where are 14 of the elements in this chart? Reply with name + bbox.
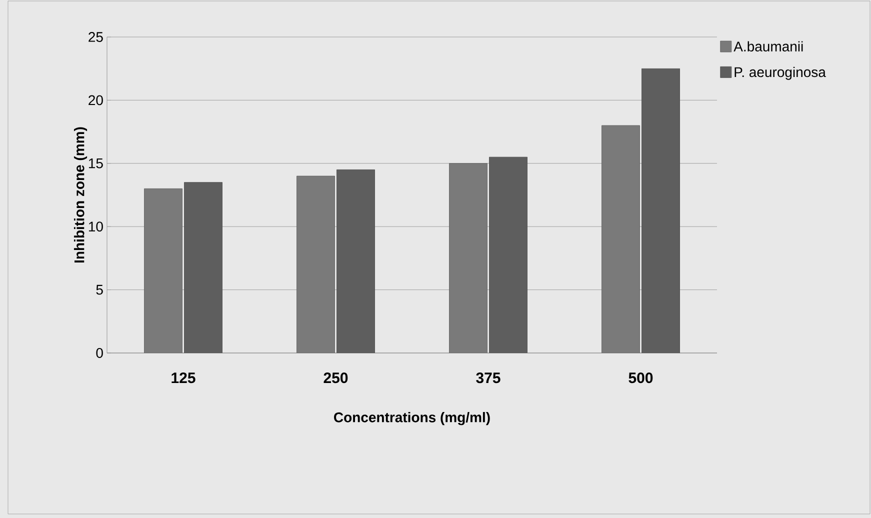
x-tick-label: 375 bbox=[476, 372, 500, 384]
y-tick-label: 15 bbox=[88, 158, 103, 168]
x-tick-label: 250 bbox=[324, 372, 348, 384]
legend-label: P. aeuroginosa bbox=[734, 66, 826, 80]
y-tick-label: 0 bbox=[96, 348, 103, 358]
y-tick-label: 25 bbox=[88, 32, 103, 42]
y-axis-title: Inhibition zone (mm) bbox=[74, 127, 88, 262]
y-tick-label: 20 bbox=[88, 95, 103, 106]
legend-label: A.baumanii bbox=[734, 41, 803, 52]
x-axis-title: Concentrations (mg/ml) bbox=[334, 412, 490, 426]
x-tick-label: 500 bbox=[628, 372, 653, 384]
y-tick-label: 5 bbox=[96, 284, 103, 295]
y-tick-label: 10 bbox=[88, 222, 103, 232]
x-tick-label: 125 bbox=[172, 372, 196, 384]
